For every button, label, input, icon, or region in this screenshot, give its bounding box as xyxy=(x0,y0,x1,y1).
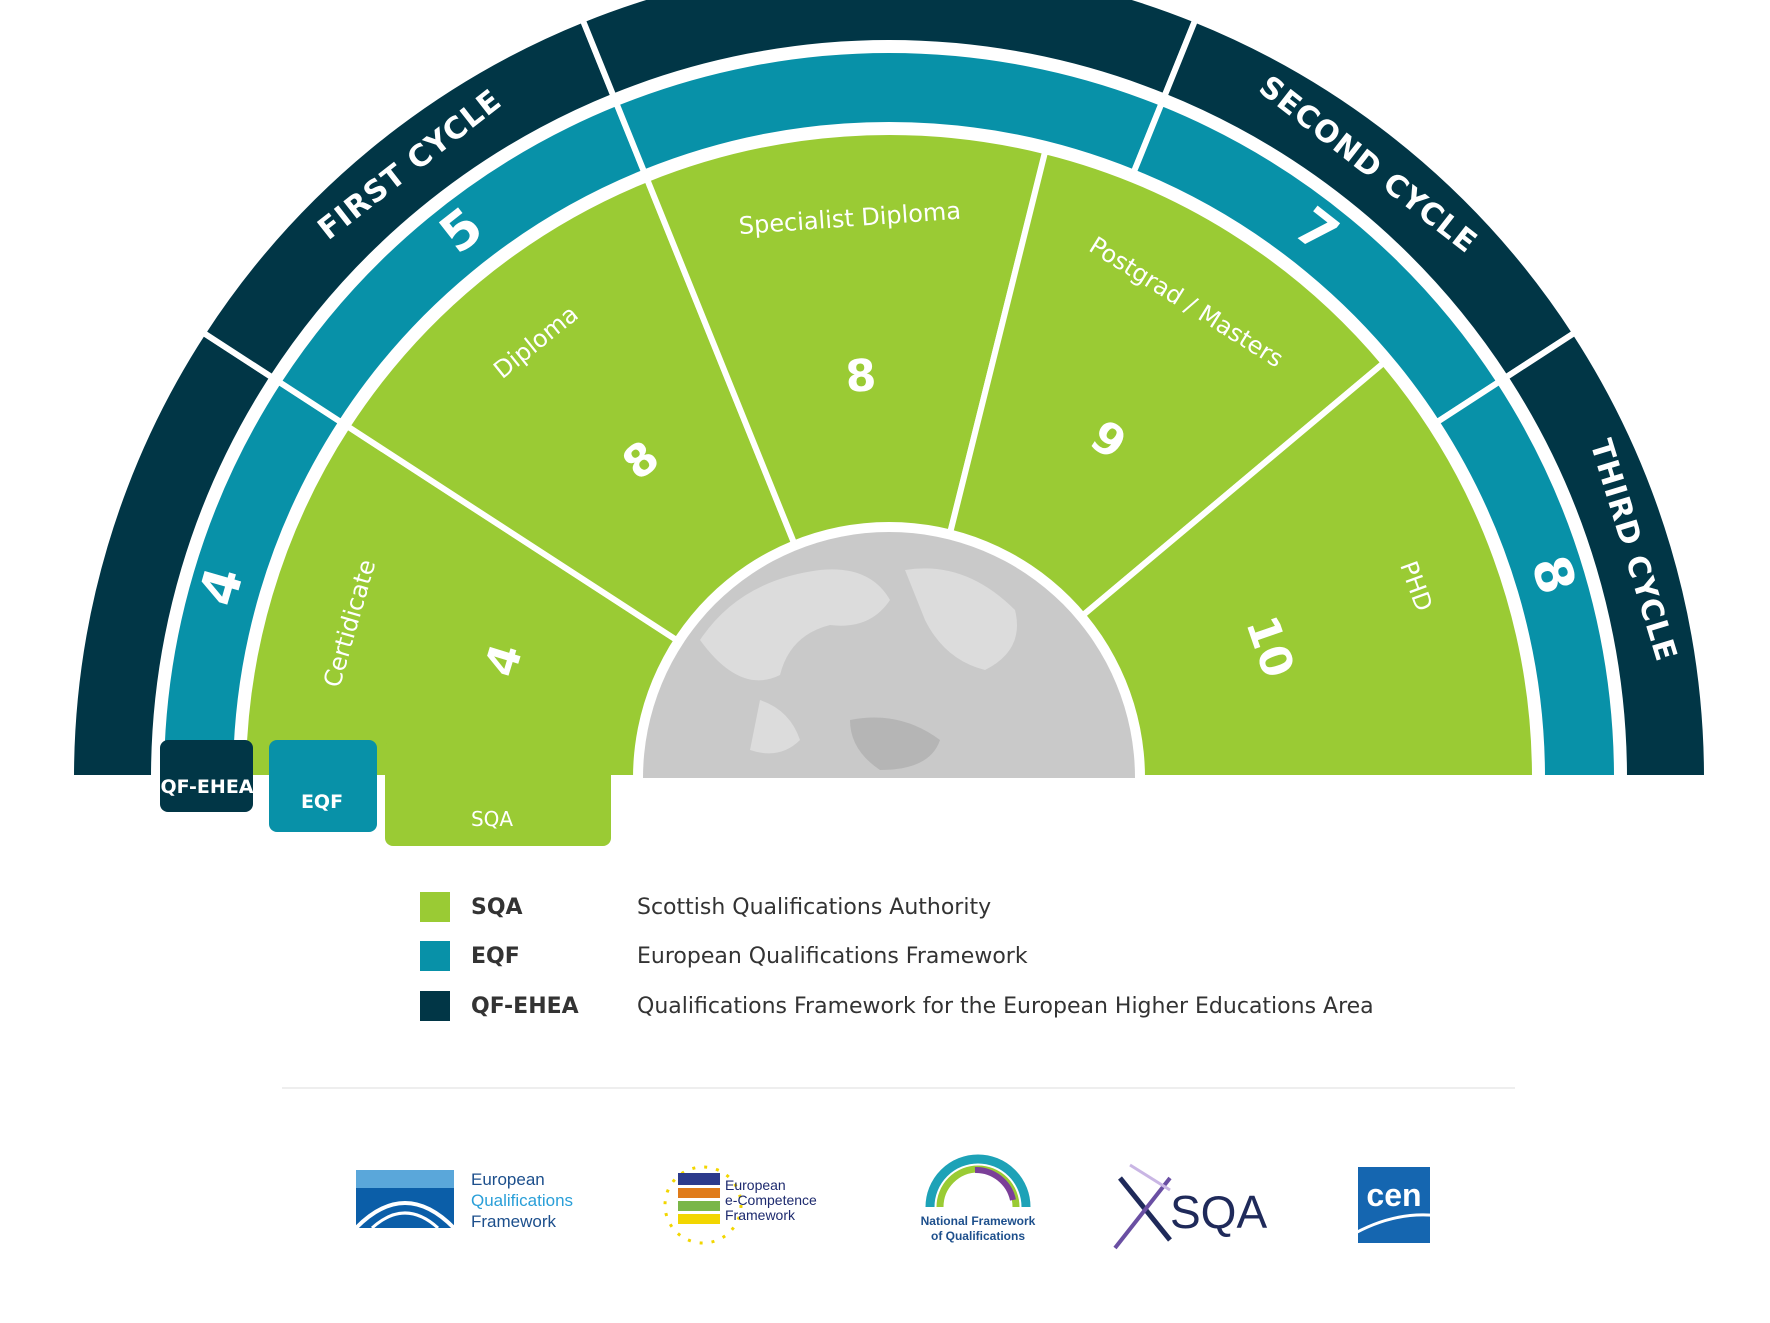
svg-text:Framework: Framework xyxy=(725,1207,796,1223)
legend-swatch-eqf xyxy=(420,941,450,971)
globe-image xyxy=(643,532,1135,778)
sqa-level: 8 xyxy=(844,350,878,403)
legend-item-qfehea: QF-EHEA Qualifications Framework for the… xyxy=(420,991,1374,1021)
svg-text:EQF: EQF xyxy=(301,791,343,813)
legend-swatch-sqa xyxy=(420,892,450,922)
svg-text:European: European xyxy=(725,1177,786,1193)
legend-abbr: SQA xyxy=(471,895,523,920)
svg-text:e-Competence: e-Competence xyxy=(725,1192,817,1208)
legend-item-eqf: EQF European Qualifications Framework xyxy=(420,941,1028,971)
svg-text:Framework: Framework xyxy=(471,1212,557,1231)
svg-text:of Qualifications: of Qualifications xyxy=(931,1229,1025,1243)
svg-text:cen: cen xyxy=(1366,1177,1421,1213)
logo-european-qualifications-framework: European Qualifications Framework xyxy=(354,1170,573,1231)
eqf-segment xyxy=(1432,377,1621,781)
svg-text:European: European xyxy=(471,1170,545,1189)
legend: SQA Scottish Qualifications Authority EQ… xyxy=(420,892,1374,1021)
svg-text:QF-EHEA: QF-EHEA xyxy=(161,776,254,798)
svg-text:National Framework: National Framework xyxy=(921,1214,1036,1228)
qfehea-segment xyxy=(1501,328,1711,781)
eqf-tab: EQF xyxy=(269,740,377,832)
svg-text:Qualifications: Qualifications xyxy=(471,1191,573,1210)
legend-desc: Scottish Qualifications Authority xyxy=(637,895,991,920)
qfehea-tab: QF-EHEA xyxy=(160,740,254,812)
legend-abbr: EQF xyxy=(471,944,520,969)
framework-rings xyxy=(67,0,1711,781)
legend-swatch-qfehea xyxy=(420,991,450,1021)
sqa-tab: SQA xyxy=(385,740,611,846)
logo-european-e-competence-framework: European e-Competence Framework xyxy=(663,1165,817,1245)
legend-item-sqa: SQA Scottish Qualifications Authority xyxy=(420,892,991,922)
logo-cen: cen xyxy=(1349,1167,1441,1243)
logo-national-framework-of-qualifications: National Framework of Qualifications xyxy=(921,1154,1036,1243)
legend-abbr: QF-EHEA xyxy=(471,994,579,1019)
svg-text:SQA: SQA xyxy=(471,807,513,831)
legend-desc: European Qualifications Framework xyxy=(637,944,1028,969)
legend-desc: Qualifications Framework for the Europea… xyxy=(637,994,1374,1019)
svg-text:SQA: SQA xyxy=(1170,1186,1267,1238)
logo-sqa: SQA xyxy=(1113,1163,1267,1250)
